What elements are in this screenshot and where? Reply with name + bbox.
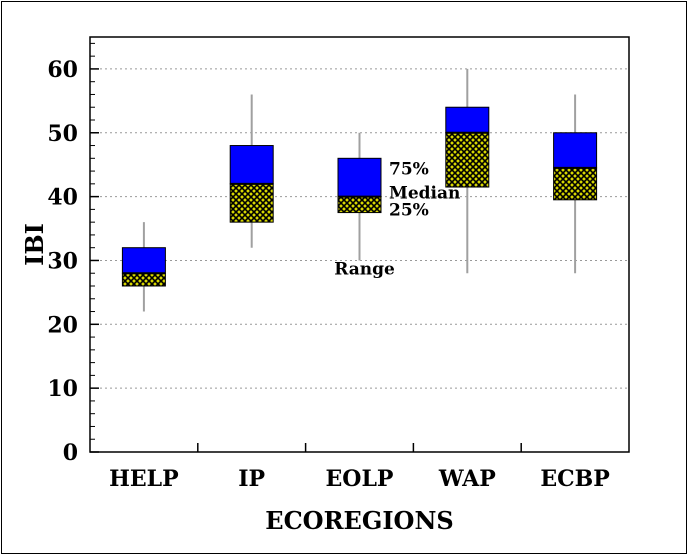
box-ip [229, 94, 274, 248]
y-axis-label: IBI [20, 223, 49, 266]
x-tick-label: IP [238, 466, 265, 492]
x-axis-label: ECOREGIONS [265, 506, 453, 535]
lower-box [121, 272, 166, 287]
box-eolp [337, 132, 382, 261]
q1-annotation: 25% [389, 201, 429, 221]
axes: 0 10 20 30 40 50 60 HELP IP EOLP WAP ECBP [47, 42, 610, 492]
upper-box [229, 145, 274, 185]
y-tick-label: 20 [47, 312, 78, 338]
plot-area-frame [89, 36, 630, 453]
box-ecbp [553, 94, 598, 274]
upper-box [553, 132, 598, 169]
boxes [121, 68, 598, 312]
x-tick-label: HELP [109, 466, 179, 492]
y-tick-label: 10 [47, 376, 78, 402]
lower-box [337, 196, 382, 214]
y-tick-label: 40 [47, 185, 78, 211]
x-tick-label: ECBP [540, 466, 609, 492]
x-tick-label: EOLP [326, 466, 394, 492]
x-tick-label: WAP [438, 466, 496, 492]
lower-box [229, 183, 274, 223]
y-tick-label: 60 [47, 57, 78, 83]
y-tick-label: 50 [47, 121, 78, 147]
y-tick-label: 0 [63, 440, 78, 466]
box-help [121, 222, 166, 312]
q3-annotation: 75% [389, 159, 429, 179]
lower-box [553, 167, 598, 201]
lower-box [445, 132, 490, 188]
y-tick-label: 30 [47, 248, 78, 274]
range-annotation: Range [334, 259, 395, 279]
upper-box [445, 106, 490, 134]
upper-box [121, 247, 166, 274]
upper-box [337, 157, 382, 198]
box-wap [445, 68, 490, 274]
median-annotation: Median [389, 184, 460, 204]
